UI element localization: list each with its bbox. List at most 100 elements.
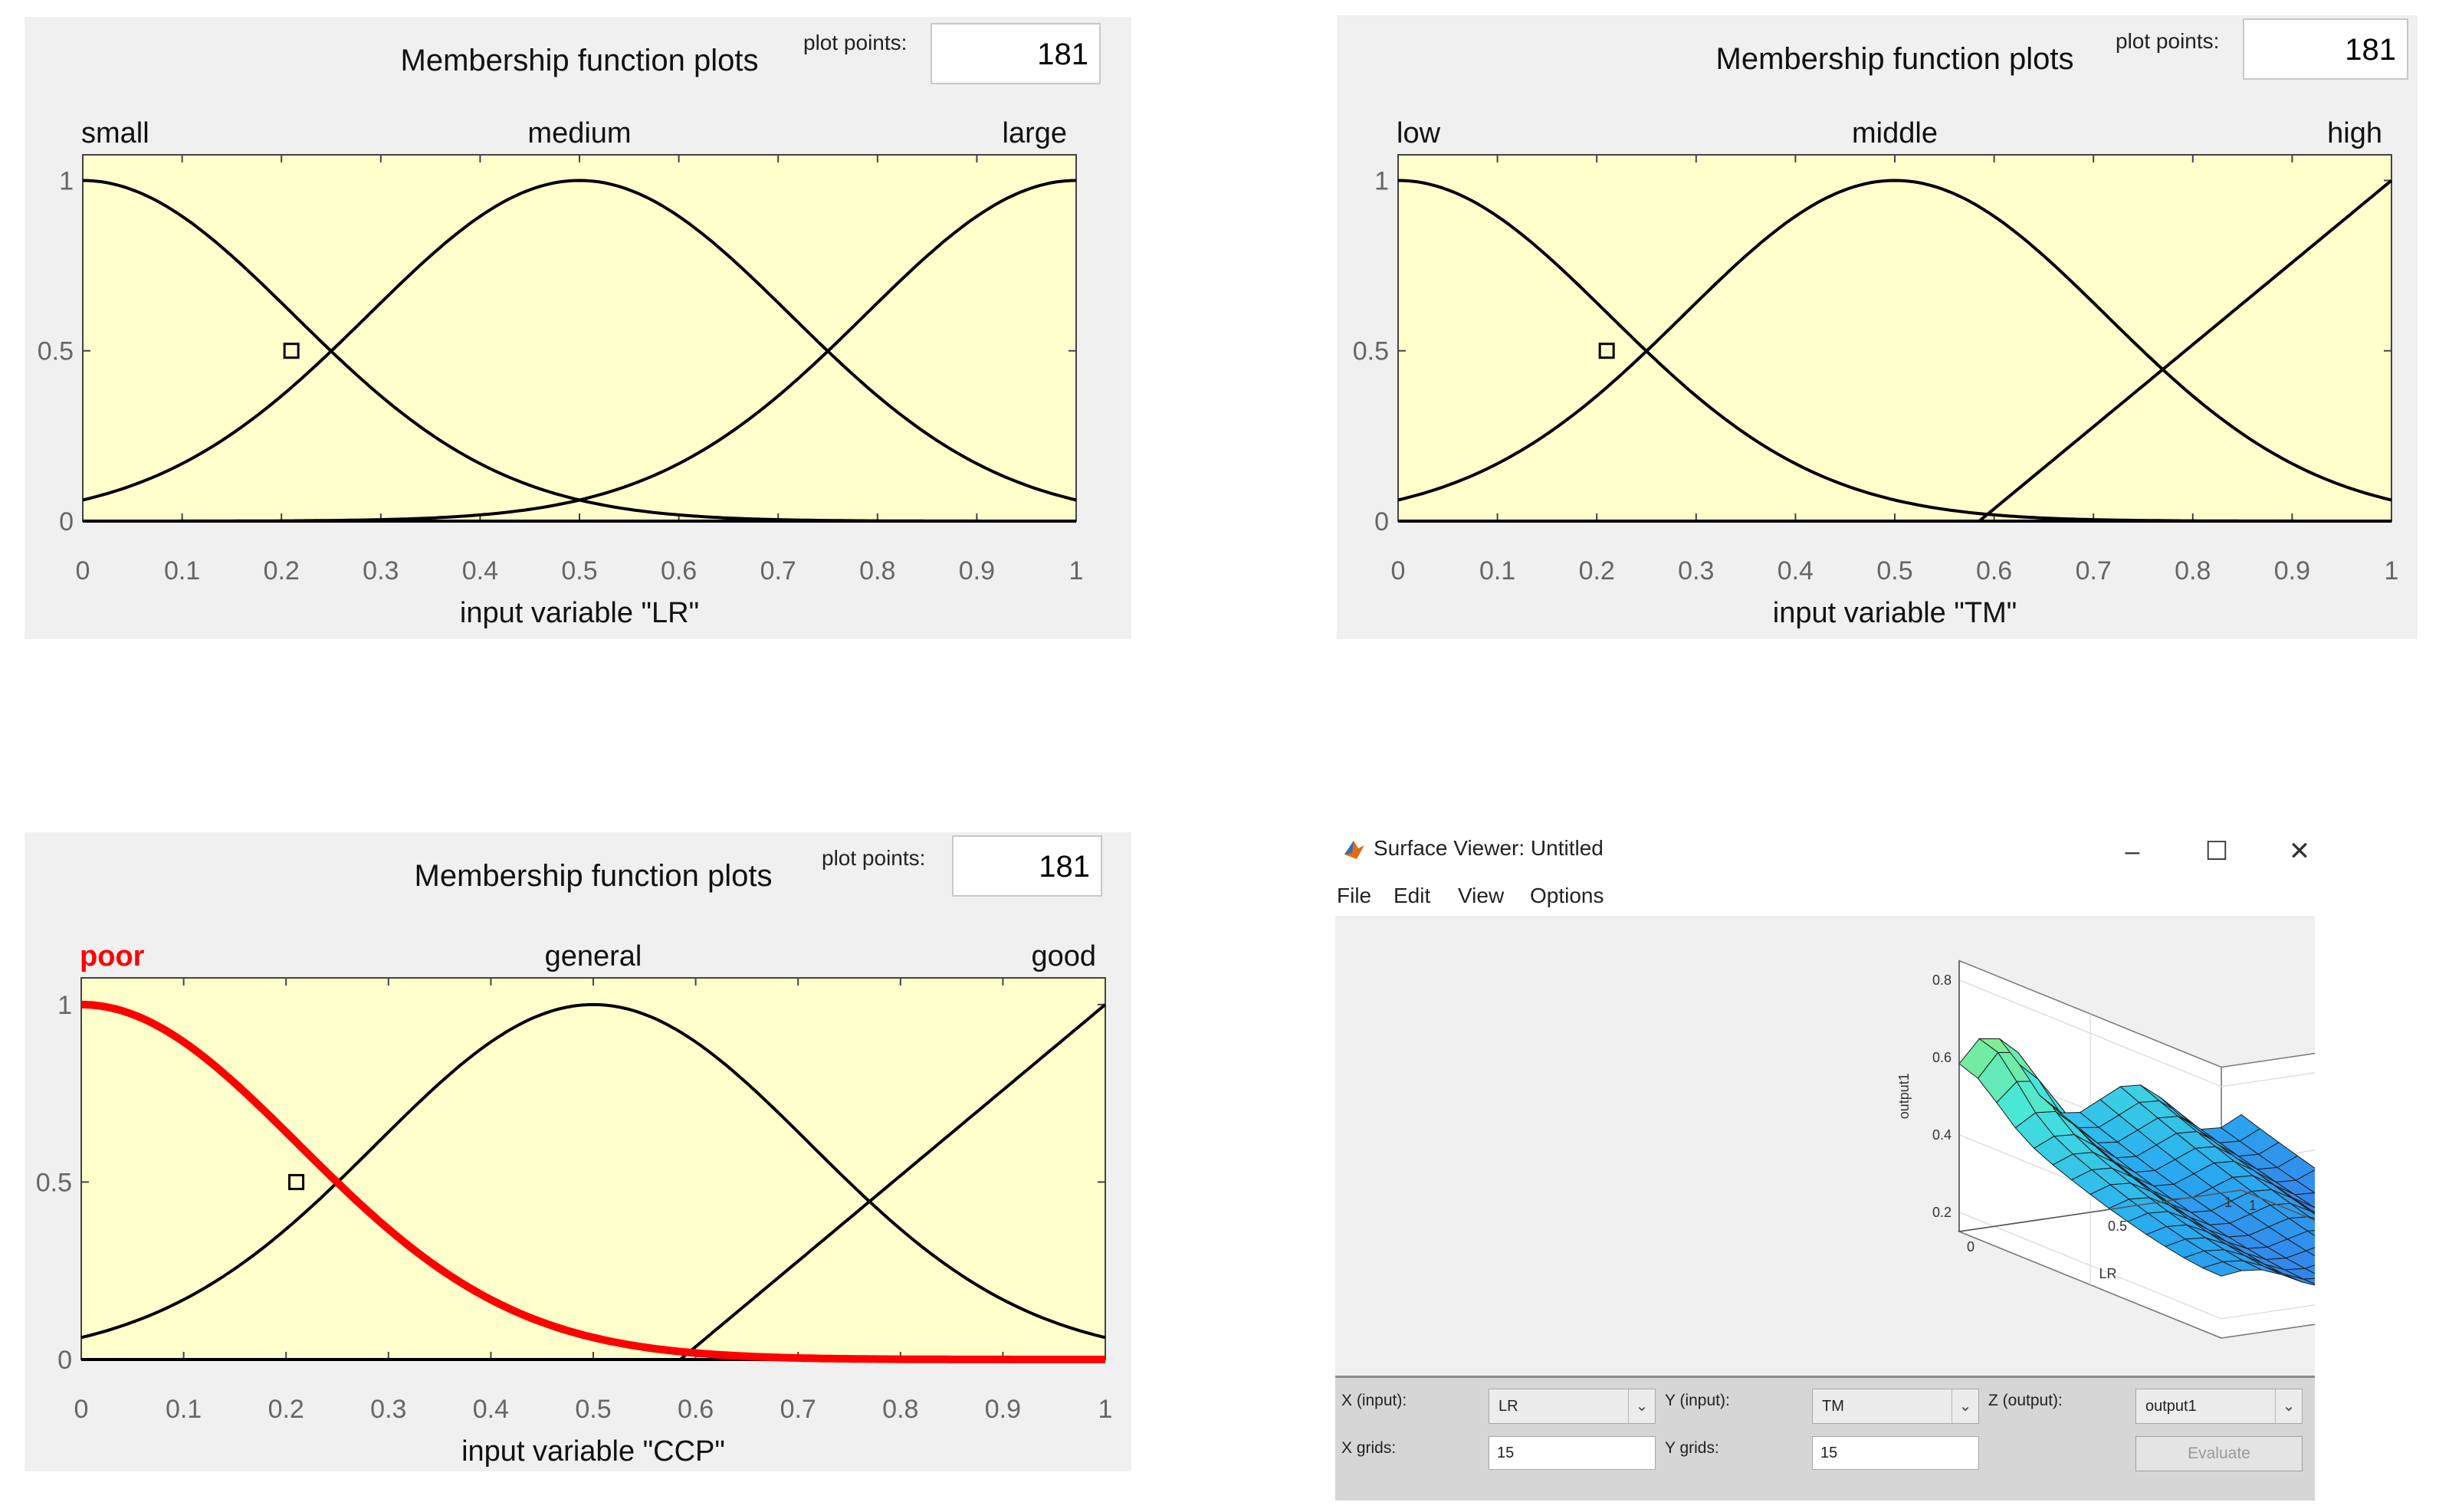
y-tick-label: 1 [59, 166, 74, 195]
lr-tick-label: 1 [2249, 1198, 2257, 1213]
x-tick-label: 0 [74, 1395, 89, 1424]
x-tick-label: 0.2 [1579, 556, 1615, 585]
matlab-icon [1344, 841, 1364, 859]
menu-options[interactable]: Options [1530, 884, 1604, 907]
chevron-down-icon: ⌄ [2275, 1389, 2302, 1423]
mf-label-poor: poor [80, 940, 145, 972]
x-tick-label: 0.8 [859, 556, 895, 585]
y-input-select[interactable]: TM ⌄ [1812, 1389, 1979, 1424]
x-tick-label: 0.5 [1876, 556, 1912, 585]
x-input-select[interactable]: LR ⌄ [1489, 1389, 1656, 1424]
mf-curve-general [80, 1002, 1106, 1340]
mf-curve-middle [1397, 179, 2392, 502]
lr-tick-label: 0 [1967, 1239, 1975, 1255]
surface-plot[interactable]: 0.20.40.60.800.5100.51TMLRoutput1 [1335, 916, 2439, 1376]
chevron-down-icon: ⌄ [1952, 1389, 1978, 1423]
maximize-icon[interactable]: ☐ [2204, 837, 2229, 866]
x-tick-label: 0.4 [1778, 556, 1814, 585]
tm-tick-label: 1 [2224, 1195, 2232, 1210]
menu-bar: File Edit View Options [1335, 877, 2315, 916]
y-tick-label: 0 [1374, 507, 1389, 536]
x-tick-label: 0.1 [164, 556, 200, 585]
z-output-value: output1 [2145, 1398, 2197, 1415]
x-tick-label: 0.7 [2076, 556, 2112, 585]
x-tick-label: 0.9 [2274, 556, 2310, 585]
x-grids-label: X grids: [1341, 1439, 1397, 1457]
x-tick-label: 0.9 [985, 1395, 1021, 1424]
x-tick-label: 0.2 [264, 556, 300, 585]
mf-plot-ccp: Membership function plots 0 0.1 0.2 0.3 0.4 0.… [36, 859, 1113, 1468]
x-grids-input[interactable]: 15 [1489, 1436, 1656, 1470]
x-axis-label: input variable "CCP" [461, 1435, 725, 1468]
x-tick-label: 0.6 [661, 556, 697, 585]
plot-area [82, 154, 1077, 522]
plot-points-label: plot points: [822, 846, 926, 870]
mf-panel-lr: Membership function plots 0 0.1 0.2 0.3 0.4 0.… [25, 17, 1131, 639]
mf-label-general: general [545, 940, 642, 972]
x-input-value: LR [1499, 1398, 1518, 1415]
menu-file[interactable]: File [1337, 884, 1372, 907]
mf-panel-ccp: Membership function plots 0 0.1 0.2 0.3 0.4 0.… [25, 832, 1131, 1471]
y-tick-label: 1 [57, 991, 72, 1020]
mf-marker [288, 1173, 305, 1190]
minimize-icon[interactable]: – [2125, 837, 2140, 866]
menu-edit[interactable]: Edit [1393, 884, 1431, 907]
x-tick-label: 0.7 [760, 556, 796, 585]
x-tick-label: 0.7 [780, 1395, 816, 1424]
y-grids-input[interactable]: 15 [1812, 1436, 1979, 1470]
surface-plot-area: 0.20.40.60.800.5100.51TMLRoutput1 [1335, 916, 2439, 1376]
x-tick-label: 0.8 [882, 1395, 918, 1424]
window-title: Surface Viewer: Untitled [1374, 836, 1604, 860]
x-axis-label: input variable "LR" [460, 597, 699, 629]
x-tick-label: 0.3 [370, 1395, 406, 1424]
z-tick-label: 0.2 [1932, 1205, 1952, 1220]
evaluate-button[interactable]: Evaluate [2135, 1436, 2303, 1471]
z-tick-label: 0.6 [1932, 1050, 1952, 1065]
mf-label-good: good [1031, 940, 1096, 972]
chart-title: Membership function plots [415, 859, 773, 893]
y-tick-label: 0.5 [38, 337, 74, 366]
y-tick-label: 0 [57, 1346, 72, 1375]
y-grids-label: Y grids: [1665, 1439, 1719, 1457]
mf-plot-tm: Membership function plots 0 0.1 0.2 0.3 0.4 0.… [1353, 42, 2399, 629]
plot-points-input[interactable]: 181 [952, 835, 1102, 897]
mf-curve-low [1397, 179, 2391, 523]
x-tick-label: 0.4 [462, 556, 498, 585]
y-tick-label: 0.5 [1353, 337, 1389, 366]
z-tick-label: 0.8 [1932, 972, 1952, 988]
mf-label-high: high [2327, 117, 2382, 149]
x-axis-label: input variable "TM" [1773, 597, 2017, 629]
x-tick-label: 0.4 [473, 1395, 509, 1424]
z-axis-label: output1 [1896, 1073, 1912, 1119]
surface-controls: X (input): LR ⌄ Y (input): TM ⌄ Z (outpu… [1335, 1376, 2315, 1501]
x-input-label: X (input): [1341, 1392, 1407, 1409]
menu-view[interactable]: View [1458, 884, 1505, 907]
surface-viewer-window: Surface Viewer: Untitled – ☐ ✕ File Edit… [1335, 824, 2439, 1501]
x-tick-label: 0 [76, 556, 90, 585]
plot-points-input[interactable]: 181 [2243, 18, 2408, 80]
chevron-down-icon: ⌄ [1628, 1389, 1655, 1423]
z-output-select[interactable]: output1 ⌄ [2135, 1389, 2303, 1424]
plot-points-input[interactable]: 181 [931, 23, 1101, 84]
x-tick-label: 0.9 [959, 556, 995, 585]
plot-points-label: plot points: [803, 31, 908, 54]
x-tick-label: 0.6 [678, 1395, 714, 1424]
mf-label-low: low [1397, 117, 1441, 149]
x-tick-label: 0.3 [363, 556, 399, 585]
mf-curve-poor [80, 1000, 1105, 1363]
mf-label-medium: medium [527, 117, 631, 149]
z-output-label: Z (output): [1988, 1392, 2063, 1409]
mf-panel-tm: Membership function plots 0 0.1 0.2 0.3 0.4 0.… [1337, 15, 2418, 639]
x-tick-label: 1 [1098, 1395, 1113, 1424]
close-icon[interactable]: ✕ [2288, 837, 2311, 866]
x-tick-label: 0.1 [1479, 556, 1515, 585]
x-tick-label: 0.8 [2175, 556, 2211, 585]
plot-area [80, 977, 1106, 1360]
mf-curve-medium [82, 179, 1077, 502]
lr-tick-label: 0.5 [2108, 1218, 2127, 1234]
title-bar: Surface Viewer: Untitled – ☐ ✕ [1335, 824, 2315, 877]
mf-plot-lr: Membership function plots 0 0.1 0.2 0.3 0.4 0.… [38, 44, 1084, 629]
mf-curve-large [83, 179, 1077, 523]
x-tick-label: 0.5 [561, 556, 597, 585]
plot-points-label: plot points: [2116, 29, 2220, 53]
